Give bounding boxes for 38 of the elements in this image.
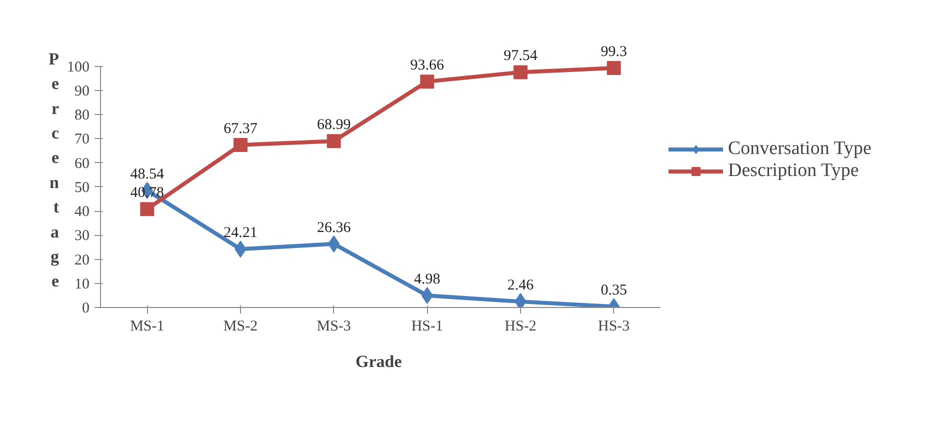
y-tick-label: 90 (74, 83, 90, 100)
text: Percentage (48, 49, 60, 291)
y-tick-label: 100 (67, 59, 90, 76)
y-tick-label: 50 (74, 180, 90, 196)
data-label: 2.46 (507, 278, 534, 294)
data-label: 24.21 (224, 225, 258, 242)
x-tick-label: HS-3 (598, 318, 630, 334)
y-tick-label: 10 (74, 276, 90, 292)
legend-label: Description Type (728, 160, 859, 182)
data-label: 93.66 (410, 58, 445, 74)
point (234, 138, 248, 152)
point (140, 202, 154, 216)
data-label: 0.35 (600, 282, 627, 299)
y-tick-label: 80 (74, 108, 90, 124)
x-tick-label: MS-2 (223, 318, 258, 334)
y-tick-label: 60 (74, 156, 90, 172)
legend-label: Conversation Type (728, 138, 872, 160)
y-tick-label: 70 (74, 132, 90, 148)
point (514, 65, 528, 80)
data-label: 4.98 (414, 271, 440, 288)
data-label: 67.37 (224, 120, 258, 137)
data-label: 68.99 (316, 117, 351, 134)
point (606, 60, 621, 75)
y-tick-label: 40 (74, 204, 90, 220)
y-tick-label: 30 (74, 228, 90, 244)
y-tick-label: 20 (74, 252, 90, 268)
point (326, 134, 341, 148)
data-label: 26.36 (316, 220, 352, 236)
data-label: 99.3 (600, 44, 627, 60)
x-tick-label: HS-2 (504, 318, 536, 334)
x-tick-label: HS-1 (411, 318, 444, 334)
x-tick-label: MS-1 (130, 318, 164, 334)
point (420, 74, 434, 89)
data-label: 48.54 (130, 166, 165, 182)
x-axis-title: Grade (356, 352, 402, 371)
y-tick-label: 0 (82, 300, 90, 316)
data-label: 97.54 (504, 48, 538, 64)
x-tick-label: MS-3 (316, 318, 351, 334)
